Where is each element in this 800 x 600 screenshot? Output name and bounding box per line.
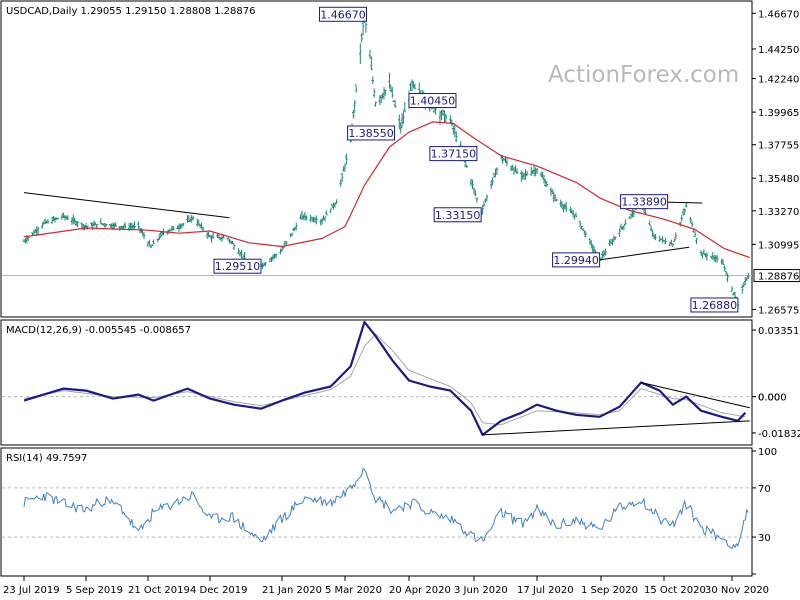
- price-header: USDCAD,Daily 1.29055 1.29150 1.28808 1.2…: [6, 6, 256, 17]
- price-annotation: 1.26880: [690, 297, 739, 313]
- moving-average: [23, 121, 750, 259]
- macd-header: MACD(12,26,9) -0.005545 -0.008657: [6, 325, 191, 336]
- price-annotations: 1.46670 1.40450 1.38550 1.37150 1.33150 1.295…: [213, 6, 739, 313]
- rsi-panel: [0, 447, 753, 577]
- annotation-label: 1.29510: [215, 260, 261, 273]
- x-tick-label: 1 Sep 2020: [581, 585, 638, 596]
- macd-tick-label: 0.00: [758, 393, 780, 404]
- moving-average-line: [23, 121, 750, 259]
- rsi-header: RSI(14) 49.7597: [6, 453, 87, 464]
- current-price-box: [753, 269, 800, 283]
- rsi-tick-label: 100: [758, 447, 777, 458]
- price-tick-label: 1.28876: [758, 272, 799, 283]
- price-annotation: 1.29940: [552, 252, 601, 268]
- annotation-label: 1.40450: [410, 95, 456, 108]
- annotation-label: 1.33890: [621, 196, 667, 209]
- price-tick-label: 1.46670: [758, 9, 799, 20]
- price-tick-label: 1.44250: [758, 45, 799, 56]
- rsi-tick-label: 70: [758, 484, 771, 495]
- macd-tick-label: -0.018324: [758, 429, 800, 440]
- annotation-box: [213, 258, 262, 274]
- x-tick-label: 21 Jan 2020: [262, 585, 322, 596]
- macd-line: [23, 320, 747, 436]
- macd-layer: [2, 320, 752, 436]
- annotation-box: [408, 93, 457, 109]
- price-tick-label: 1.35480: [758, 174, 799, 185]
- annotation-box: [690, 297, 739, 313]
- price-tick-label: 1.30995: [758, 240, 799, 251]
- price-annotation: 1.33150: [433, 207, 482, 223]
- price-tick-label: 1.37755: [758, 141, 799, 152]
- annotation-box: [552, 252, 601, 268]
- macd-trendline: [640, 382, 750, 409]
- annotation-box: [347, 125, 396, 141]
- price-annotation: 1.46670: [318, 6, 367, 22]
- price-annotation: 1.38550: [347, 125, 396, 141]
- price-tick-label: 1.26575: [758, 305, 799, 316]
- x-tick-label: 20 Apr 2020: [389, 585, 451, 596]
- annotation-label: 1.26880: [692, 299, 738, 312]
- x-axis: 23 Jul 2019 5 Sep 2019 21 Oct 2019 4 Dec 20…: [3, 576, 769, 596]
- watermark: ActionForex.com: [548, 62, 739, 88]
- annotation-box: [429, 146, 478, 162]
- rsi-tick-label: 30: [758, 533, 771, 544]
- x-tick-label: 23 Jul 2019: [3, 585, 60, 596]
- price-panel: [0, 0, 753, 318]
- x-tick-label: 30 Nov 2020: [705, 585, 769, 596]
- price-tick-label: 1.33270: [758, 207, 799, 218]
- price-annotation: 1.40450: [408, 93, 457, 109]
- x-tick-label: 3 Jun 2020: [454, 585, 508, 596]
- macd-panel: [0, 319, 753, 446]
- rsi-axis: 100 70 30: [752, 447, 777, 575]
- annotation-label: 1.29940: [553, 254, 599, 267]
- price-tick-label: 1.39965: [758, 108, 799, 119]
- price-annotation: 1.29510: [213, 258, 262, 274]
- macd-trendline: [482, 420, 750, 436]
- rsi-line: [23, 467, 749, 550]
- macd-axis: 0.033515 0.000.000 -0.018324: [752, 326, 800, 440]
- rsi-layer: [2, 467, 752, 550]
- price-annotation: 1.33890: [620, 194, 669, 210]
- price-tick-label: 1.42240: [758, 75, 799, 86]
- x-tick-label: 5 Sep 2019: [66, 585, 123, 596]
- annotation-box: [433, 207, 482, 223]
- x-tick-label: 17 Jul 2020: [517, 585, 574, 596]
- x-tick-label: 5 Mar 2020: [325, 585, 382, 596]
- trendline: [599, 246, 690, 261]
- price-axis: 1.46670 1.44250 1.42240 1.39965 1.37755 1.354…: [752, 9, 800, 316]
- price-annotation: 1.37150: [429, 146, 478, 162]
- x-tick-label: 21 Oct 2019: [128, 585, 190, 596]
- macd-tick-label: 0.033515: [758, 326, 800, 337]
- macd-tick-label: 0.000: [758, 393, 787, 404]
- annotation-box: [620, 194, 669, 210]
- annotation-label: 1.46670: [320, 8, 366, 21]
- x-tick-label: 4 Dec 2019: [190, 585, 248, 596]
- x-tick-label: 15 Oct 2020: [644, 585, 706, 596]
- trendline: [23, 192, 230, 219]
- annotation-label: 1.37150: [431, 148, 477, 161]
- annotation-label: 1.33150: [435, 209, 481, 222]
- annotation-box: [318, 6, 367, 22]
- annotation-label: 1.38550: [348, 127, 394, 140]
